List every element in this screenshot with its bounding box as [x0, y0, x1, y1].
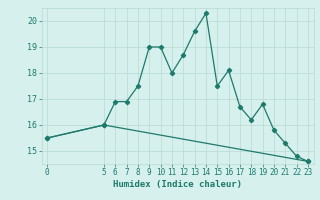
X-axis label: Humidex (Indice chaleur): Humidex (Indice chaleur) [113, 180, 242, 189]
